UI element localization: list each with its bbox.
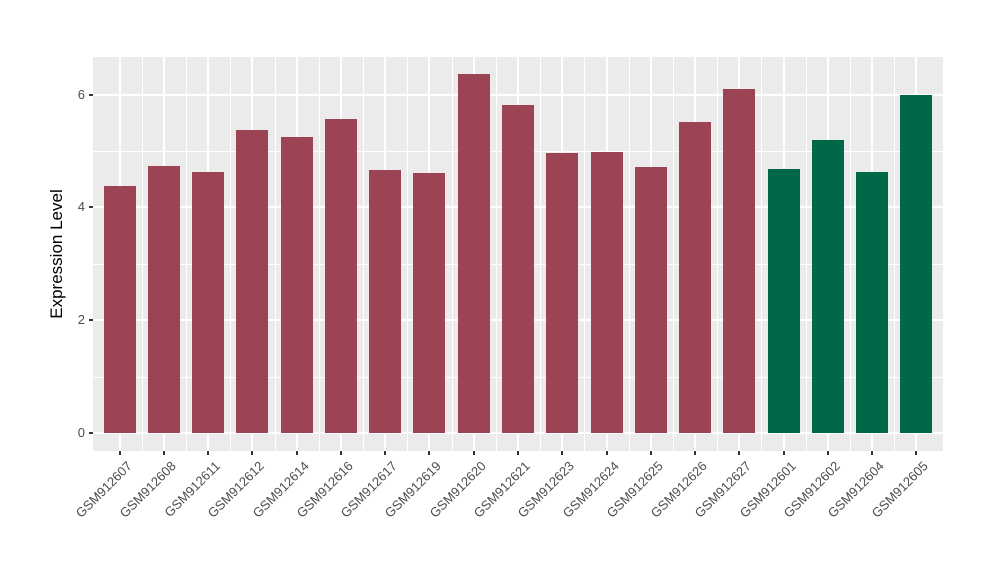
gridline-v-minor: [186, 57, 187, 451]
bar-GSM912612: [236, 130, 268, 433]
gridline-v-minor: [496, 57, 497, 451]
x-tick-mark: [694, 451, 696, 455]
y-tick-label: 4: [77, 199, 85, 214]
gridline-v-minor: [319, 57, 320, 451]
x-tick-mark: [473, 451, 475, 455]
bar-GSM912607: [104, 186, 136, 433]
gridline-v-minor: [806, 57, 807, 451]
gridline-v-minor: [761, 57, 762, 451]
x-tick-mark: [827, 451, 829, 455]
x-tick-mark: [915, 451, 917, 455]
x-tick-mark: [251, 451, 253, 455]
bar-GSM912602: [812, 140, 844, 433]
x-tick-mark: [163, 451, 165, 455]
gridline-v-minor: [363, 57, 364, 451]
gridline-v-minor: [894, 57, 895, 451]
gridline-v-minor: [717, 57, 718, 451]
bar-GSM912623: [546, 153, 578, 433]
x-tick-mark: [119, 451, 121, 455]
x-tick-mark: [517, 451, 519, 455]
gridline-v-minor: [629, 57, 630, 451]
bar-GSM912621: [502, 105, 534, 433]
y-tick-mark: [89, 94, 93, 96]
y-tick-mark: [89, 206, 93, 208]
gridline-v-minor: [452, 57, 453, 451]
bar-GSM912627: [723, 89, 755, 433]
y-tick-label: 2: [77, 312, 85, 327]
gridline-v-minor: [850, 57, 851, 451]
gridline-v-minor: [275, 57, 276, 451]
bar-GSM912617: [369, 170, 401, 433]
bar-GSM912611: [192, 172, 224, 433]
x-tick-mark: [871, 451, 873, 455]
bar-GSM912616: [325, 119, 357, 433]
x-tick-mark: [428, 451, 430, 455]
gridline-v-minor: [407, 57, 408, 451]
gridline-v-minor: [673, 57, 674, 451]
gridline-v-minor: [540, 57, 541, 451]
x-tick-mark: [384, 451, 386, 455]
x-tick-mark: [296, 451, 298, 455]
bar-GSM912626: [679, 122, 711, 433]
bar-GSM912614: [281, 137, 313, 433]
x-tick-mark: [207, 451, 209, 455]
bar-GSM912608: [148, 166, 180, 433]
gridline-v-minor: [142, 57, 143, 451]
x-tick-mark: [650, 451, 652, 455]
y-tick-label: 6: [77, 87, 85, 102]
bar-GSM912620: [458, 74, 490, 433]
x-tick-mark: [738, 451, 740, 455]
x-tick-mark: [340, 451, 342, 455]
bar-GSM912624: [591, 152, 623, 433]
y-tick-label: 0: [77, 425, 85, 440]
bar-GSM912604: [856, 172, 888, 433]
x-tick-mark: [561, 451, 563, 455]
gridline-v-minor: [584, 57, 585, 451]
bar-GSM912625: [635, 167, 667, 433]
bar-GSM912605: [900, 95, 932, 433]
y-tick-mark: [89, 432, 93, 434]
bar-GSM912619: [413, 173, 445, 433]
y-tick-mark: [89, 319, 93, 321]
x-tick-mark: [606, 451, 608, 455]
bar-GSM912601: [768, 169, 800, 433]
gridline-v-minor: [230, 57, 231, 451]
x-tick-mark: [783, 451, 785, 455]
